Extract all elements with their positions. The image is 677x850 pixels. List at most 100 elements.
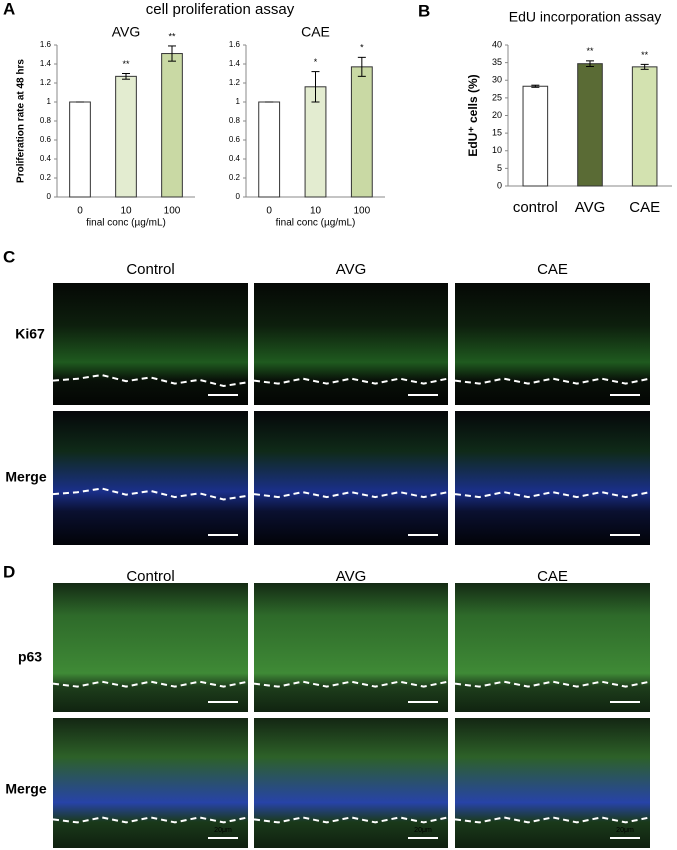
chart-title: CAE: [301, 24, 330, 40]
scale-bar-label: 20μm: [414, 827, 432, 834]
panel-label: C: [3, 247, 15, 266]
y-tick-label: 5: [497, 163, 502, 173]
bar: [258, 101, 281, 198]
basement-membrane: [52, 373, 249, 388]
micrograph: [455, 583, 650, 712]
y-tick-label: 0: [497, 180, 502, 190]
significance: **: [641, 50, 649, 60]
micrograph: [254, 583, 448, 712]
basement-membrane: [253, 377, 449, 385]
bar: [161, 53, 183, 198]
y-tick-label: 1.6: [229, 40, 241, 49]
chart-title: AVG: [112, 24, 141, 40]
x-axis-label: final conc (µg/mL): [86, 218, 166, 229]
column-header: AVG: [336, 568, 367, 585]
x-tick-label: 0: [266, 206, 272, 217]
y-tick-label: 0.4: [40, 154, 52, 163]
x-tick-label: 0: [77, 206, 83, 217]
x-tick-label: 100: [353, 206, 370, 217]
bar: [577, 63, 603, 187]
micrograph: [53, 718, 248, 848]
x-tick-label: 10: [310, 206, 322, 217]
bar: [69, 101, 91, 198]
basement-membrane: [253, 491, 449, 499]
y-tick-label: 1.2: [40, 78, 52, 87]
y-tick-label: 0.6: [229, 135, 241, 144]
basement-membrane: [52, 487, 249, 501]
significance: **: [122, 59, 130, 69]
y-tick-label: 0.4: [229, 154, 241, 163]
chart-title: EdU incorporation assay: [509, 9, 662, 25]
bar: [631, 66, 658, 187]
micrograph: [455, 283, 650, 405]
row-label: p63: [18, 649, 42, 665]
x-axis-label: final conc (µg/mL): [276, 218, 356, 229]
column-header: Control: [126, 568, 174, 585]
basement-membrane: [253, 816, 449, 824]
significance: **: [168, 31, 176, 41]
panel-label: B: [418, 1, 430, 20]
panel-label: A: [3, 0, 15, 18]
x-tick-label: CAE: [629, 199, 660, 216]
row-label: Merge: [5, 469, 46, 485]
x-tick-label: 10: [120, 206, 132, 217]
y-tick-label: 15: [492, 128, 502, 138]
micrograph: [53, 583, 248, 712]
bar: [304, 86, 327, 198]
y-tick-label: 20: [492, 110, 502, 120]
x-tick-label: control: [513, 199, 558, 216]
y-axis-label: EdU⁺ cells (%): [466, 74, 480, 156]
y-tick-label: 0.8: [229, 116, 241, 125]
basement-membrane: [454, 816, 651, 824]
y-tick-label: 10: [492, 145, 502, 155]
scale-bar-label: 20μm: [616, 827, 634, 834]
significance: *: [314, 57, 318, 67]
micrograph: [455, 411, 650, 545]
y-tick-label: 1: [236, 97, 241, 106]
micrograph: [254, 411, 448, 545]
y-axis-label: Proliferation rate at 48 hrs: [16, 59, 27, 183]
basement-membrane: [52, 816, 249, 824]
micrograph: [254, 283, 448, 405]
y-tick-label: 0.8: [40, 116, 52, 125]
scale-bar-label: 20μm: [214, 827, 232, 834]
micrograph: [455, 718, 650, 848]
basement-membrane: [454, 377, 651, 385]
column-header: AVG: [336, 261, 367, 278]
y-tick-label: 30: [492, 75, 502, 85]
column-header: CAE: [537, 261, 568, 278]
y-tick-label: 1.6: [40, 40, 52, 49]
basement-membrane: [52, 680, 249, 688]
panel-label: D: [3, 562, 15, 581]
y-tick-label: 1: [47, 97, 52, 106]
micrograph: [53, 411, 248, 545]
column-header: CAE: [537, 568, 568, 585]
x-tick-label: AVG: [575, 199, 606, 216]
micrograph: [53, 283, 248, 405]
bar: [115, 75, 137, 198]
basement-membrane: [253, 680, 449, 688]
y-tick-label: 0.2: [229, 173, 241, 182]
y-tick-label: 35: [492, 57, 502, 67]
row-label: Merge: [5, 781, 46, 797]
y-tick-label: 1.2: [229, 78, 241, 87]
column-header: Control: [126, 261, 174, 278]
micrograph: [254, 718, 448, 848]
significance: *: [360, 43, 364, 53]
bar: [350, 66, 373, 198]
row-label: Ki67: [15, 326, 45, 342]
bar: [522, 85, 549, 187]
basement-membrane: [454, 680, 651, 688]
y-tick-label: 25: [492, 92, 502, 102]
y-tick-label: 0.6: [40, 135, 52, 144]
y-tick-label: 0: [236, 192, 241, 201]
panel-title: cell proliferation assay: [146, 1, 295, 18]
y-tick-label: 0: [47, 192, 52, 201]
y-tick-label: 0.2: [40, 173, 52, 182]
basement-membrane: [454, 491, 651, 499]
significance: **: [586, 46, 594, 56]
y-tick-label: 1.4: [229, 59, 241, 68]
x-tick-label: 100: [164, 206, 181, 217]
y-tick-label: 1.4: [40, 59, 52, 68]
